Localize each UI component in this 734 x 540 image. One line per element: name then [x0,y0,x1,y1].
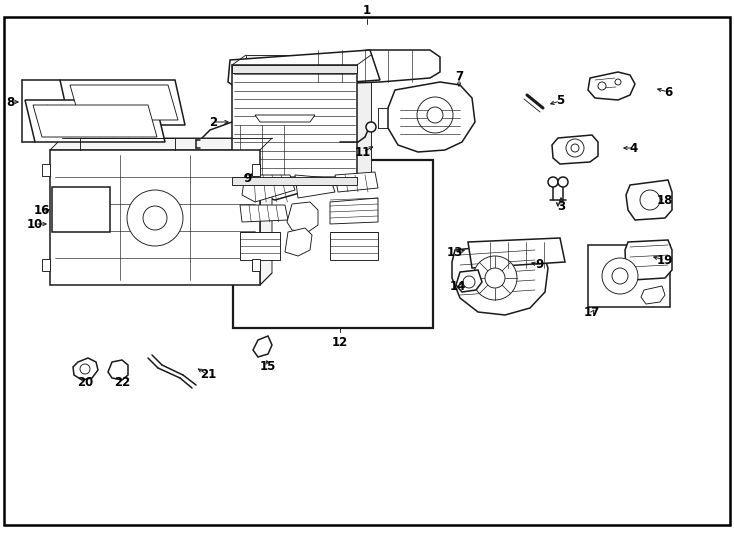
Circle shape [463,276,475,288]
Polygon shape [468,238,565,268]
Circle shape [80,364,90,374]
Polygon shape [626,180,672,220]
Polygon shape [108,360,128,380]
Bar [232,177,357,185]
Text: 16: 16 [34,204,50,217]
Text: 18: 18 [657,193,673,206]
Circle shape [558,177,568,187]
Circle shape [366,122,376,132]
Polygon shape [25,100,165,142]
Bar [233,160,433,328]
Polygon shape [588,72,635,100]
Text: 9: 9 [536,259,544,272]
Text: 22: 22 [114,375,130,388]
Polygon shape [240,205,288,222]
Polygon shape [452,242,548,315]
Text: 20: 20 [77,375,93,388]
Text: 3: 3 [557,199,565,213]
Circle shape [417,97,453,133]
Bar [52,187,110,232]
Text: 1: 1 [363,3,371,17]
Text: 12: 12 [332,335,348,348]
Polygon shape [285,228,312,256]
Bar [232,65,357,73]
Polygon shape [625,240,672,280]
Polygon shape [456,270,482,292]
Polygon shape [246,55,371,175]
Polygon shape [70,85,178,120]
Circle shape [566,139,584,157]
Circle shape [612,268,628,284]
Polygon shape [50,138,272,285]
Polygon shape [33,105,157,137]
Circle shape [640,190,660,210]
Polygon shape [330,232,378,260]
Text: 15: 15 [260,360,276,373]
Circle shape [548,177,558,187]
Text: 21: 21 [200,368,216,381]
Bar [588,245,670,307]
Polygon shape [287,202,318,232]
Polygon shape [242,175,295,202]
Text: 2: 2 [209,116,217,129]
Text: 6: 6 [664,85,672,98]
Bar [50,150,260,285]
Polygon shape [253,336,272,357]
Polygon shape [60,80,185,125]
Circle shape [571,144,579,152]
Bar [42,259,50,271]
Text: 5: 5 [556,94,564,107]
Polygon shape [73,358,98,380]
Polygon shape [255,115,315,122]
Polygon shape [388,82,475,152]
Text: 14: 14 [450,280,466,294]
Polygon shape [290,50,440,85]
Bar [252,259,260,271]
Text: 11: 11 [355,145,371,159]
Circle shape [615,79,621,85]
Circle shape [485,268,505,288]
Bar [42,164,50,176]
Polygon shape [335,172,378,192]
Polygon shape [552,135,598,164]
Polygon shape [200,115,325,200]
Circle shape [598,82,606,90]
Text: 4: 4 [630,141,638,154]
Text: 13: 13 [447,246,463,260]
Text: 8: 8 [6,96,14,109]
Circle shape [473,256,517,300]
Polygon shape [295,175,335,198]
Text: 9: 9 [244,172,252,185]
Bar [252,164,260,176]
Text: 7: 7 [455,71,463,84]
Circle shape [602,258,638,294]
Circle shape [143,206,167,230]
Polygon shape [330,198,378,224]
Polygon shape [240,232,280,260]
Text: 19: 19 [657,253,673,267]
Circle shape [427,107,443,123]
Circle shape [127,190,183,246]
Text: 17: 17 [584,307,600,320]
Polygon shape [228,50,380,90]
Text: 10: 10 [27,218,43,231]
Bar [232,65,357,185]
Polygon shape [641,286,665,304]
